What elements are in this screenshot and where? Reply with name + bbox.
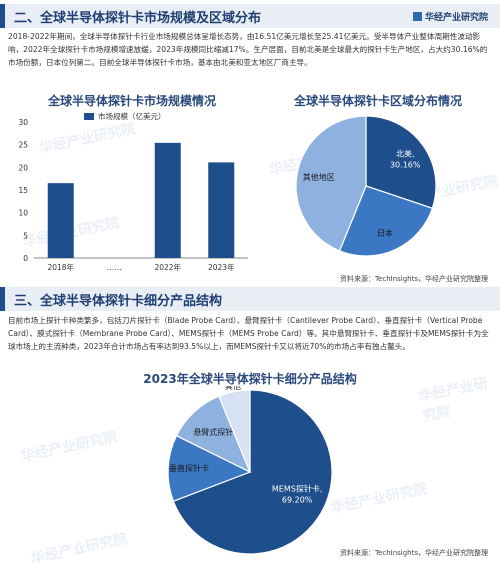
region-pie-chart: 北美, 30.16% 日本 其他地区 [295,115,437,257]
section-paragraph: 2018-2022年期间，全球半导体探针卡行业市场规模总体呈增长态势，由16.5… [8,32,488,67]
bar [208,162,235,258]
pie-slice [295,115,367,252]
bar [47,183,74,258]
brand-logo: 华经产业研究院 [412,10,488,23]
bar [154,142,181,258]
product-pie-chart: MEMS探针卡, 69.20% 垂直探针卡 悬臂式探针卡 其他 [167,386,333,555]
pie-slice-value: 30.16% [390,161,421,170]
brand-name: 华经产业研究院 [424,13,488,23]
pie-slice [365,115,437,210]
pie-slice-label: 垂直探针卡 [169,463,209,473]
bar-chart: 0 5 10 15 20 25 30 2018年 …… 2022年 2023年 [18,118,248,272]
x-tick-label: 2023年 [208,262,235,272]
pie-slice [172,389,333,555]
x-tick-label: 2018年 [47,262,74,272]
y-tick-label: 15 [18,186,28,195]
section-title: 三、全球半导体探针卡细分产品结构 [14,294,223,309]
legend-swatch [84,113,94,120]
source-note: 资料来源：TechInsights，华经产业研究院整理 [339,549,488,557]
y-tick-label: 30 [18,118,28,127]
source-note: 资料来源：TechInsights，华经产业研究院整理 [339,275,488,283]
section-paragraph: 目前市场上探针卡种类繁多，包括刀片探针卡（Blade Probe Card）、悬… [8,316,489,351]
pie-slice-label: 北美, [396,149,415,159]
pie-slice-label: 其他地区 [303,172,335,182]
pie-slice-value: 69.20% [282,496,313,505]
pie-slice [218,389,251,473]
watermark: 华经产业研究院 [19,428,119,465]
pie-slice [338,185,434,257]
y-tick-label: 20 [18,163,28,172]
y-tick-label: 25 [18,141,28,150]
chart-title: 全球半导体探针卡区域分布情况 [293,94,462,108]
pie-slice [167,434,252,503]
watermark: 华经产业研究院 [417,375,490,425]
chart-title: 2023年全球半导体探针卡细分产品结构 [143,372,357,386]
watermark: 华经产业研究院 [29,530,129,567]
y-tick-label: 5 [23,231,28,240]
y-tick-label: 0 [23,254,28,263]
pie-slice-label: 悬臂式探针卡 [193,427,241,437]
brand-icon [412,12,422,21]
section-accent-bar [0,4,5,28]
pie-slice-label: 其他 [225,386,241,391]
pie-slice-label: MEMS探针卡, [272,484,322,494]
section-header: 三、全球半导体探针卡细分产品结构 [0,287,500,311]
x-tick-label: …… [107,263,122,272]
x-tick-label: 2022年 [154,262,181,272]
pie-slice-label: 日本 [377,228,393,238]
legend-label: 市场规模（亿美元） [98,112,166,121]
y-tick-label: 10 [18,209,28,218]
section-header: 二、全球半导体探针卡市场规模及区域分布 华经产业研究院 [0,4,500,28]
section-accent-bar [0,287,5,311]
chart-title: 全球半导体探针卡市场规模情况 [47,94,216,108]
section-title: 二、全球半导体探针卡市场规模及区域分布 [14,11,262,26]
